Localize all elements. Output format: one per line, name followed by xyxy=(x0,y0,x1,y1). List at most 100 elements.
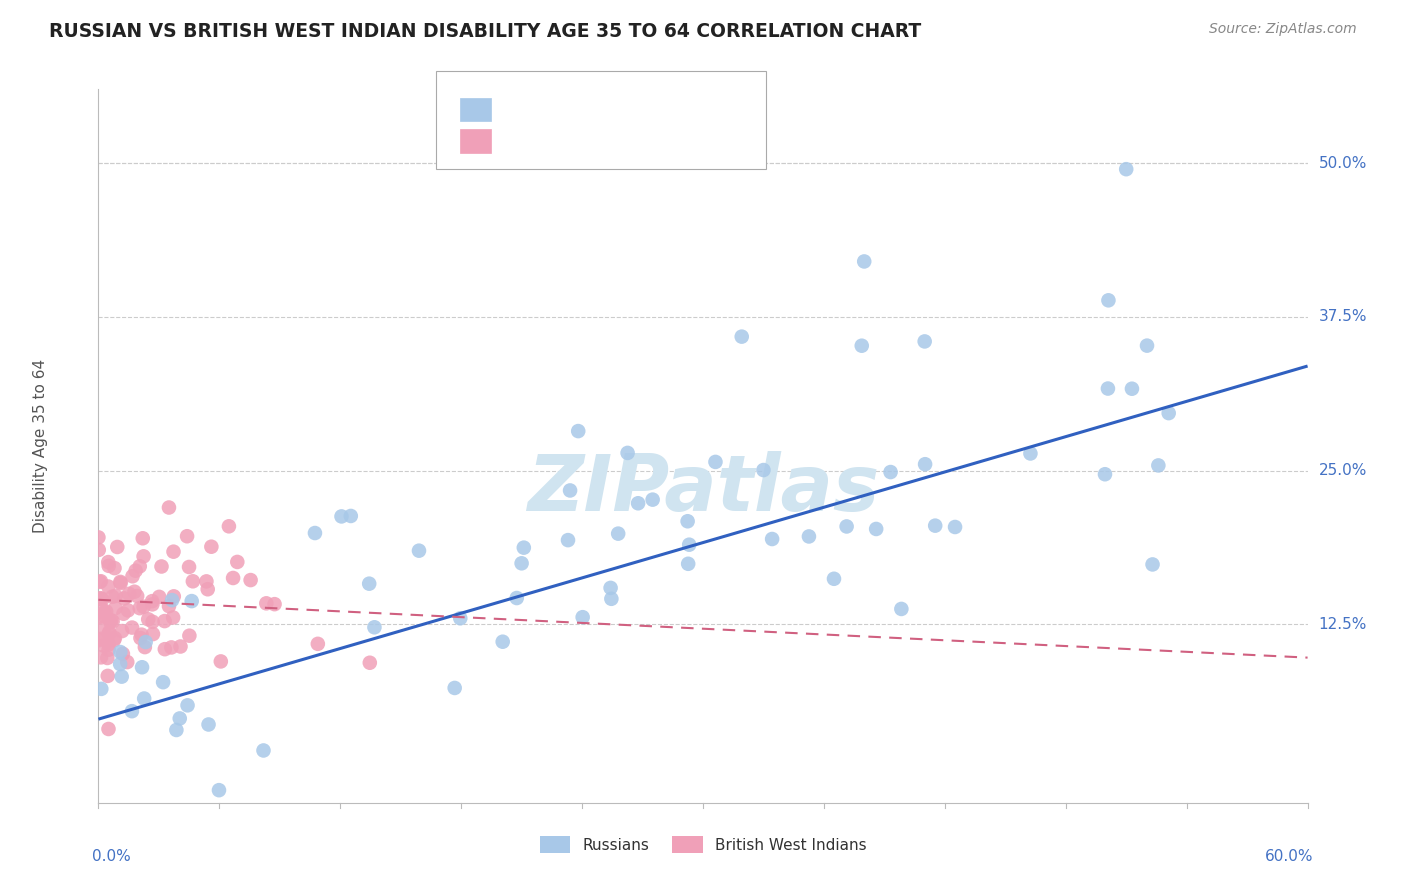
Point xyxy=(97,642,120,657)
Point xyxy=(169,640,191,654)
Point xyxy=(108,657,131,671)
Point xyxy=(339,508,361,523)
Point xyxy=(97,558,120,573)
Text: 25.0%: 25.0% xyxy=(1319,463,1367,478)
Text: Disability Age 35 to 64: Disability Age 35 to 64 xyxy=(32,359,48,533)
Point xyxy=(254,596,277,610)
Point xyxy=(97,669,120,683)
Point xyxy=(1136,338,1159,352)
Text: 0.0%: 0.0% xyxy=(93,849,131,864)
Point xyxy=(176,698,198,713)
Point xyxy=(943,520,966,534)
Point xyxy=(160,640,183,655)
Point xyxy=(98,615,121,629)
Text: Source: ZipAtlas.com: Source: ZipAtlas.com xyxy=(1209,22,1357,37)
Point xyxy=(676,557,699,571)
Point xyxy=(162,610,184,624)
Point xyxy=(93,621,115,635)
Point xyxy=(121,621,143,635)
Point xyxy=(180,594,202,608)
Point xyxy=(197,717,219,731)
Point xyxy=(153,642,176,657)
Point xyxy=(118,587,141,601)
Point xyxy=(571,610,593,624)
Point xyxy=(152,675,174,690)
Point xyxy=(752,463,775,477)
Point xyxy=(87,633,110,648)
Point xyxy=(97,580,120,594)
Point xyxy=(93,609,115,624)
Point xyxy=(111,670,134,684)
Point xyxy=(110,574,132,589)
Point xyxy=(731,329,754,343)
Point xyxy=(513,541,536,555)
Point xyxy=(110,645,132,659)
Point xyxy=(89,610,111,624)
Point xyxy=(239,573,262,587)
Point xyxy=(704,455,727,469)
Text: 60.0%: 60.0% xyxy=(1265,849,1313,864)
Point xyxy=(835,519,858,533)
Point xyxy=(96,651,118,665)
Point xyxy=(136,612,159,626)
Point xyxy=(157,599,180,614)
Point xyxy=(128,601,150,615)
Point xyxy=(94,604,117,618)
Text: N = 91: N = 91 xyxy=(612,132,673,150)
Point xyxy=(797,529,820,543)
Point xyxy=(153,614,176,628)
Point xyxy=(98,625,121,640)
Point xyxy=(914,334,936,349)
Point xyxy=(134,691,156,706)
Text: N = 68: N = 68 xyxy=(612,101,673,119)
Point xyxy=(1019,446,1042,460)
Point xyxy=(195,574,218,589)
Point xyxy=(226,555,249,569)
Point xyxy=(890,602,912,616)
Point xyxy=(181,574,204,589)
Point xyxy=(121,569,143,583)
Point xyxy=(449,611,471,625)
Point xyxy=(1097,293,1119,308)
Point xyxy=(90,681,112,696)
Text: 37.5%: 37.5% xyxy=(1319,310,1367,325)
Point xyxy=(222,571,245,585)
Point xyxy=(104,601,127,615)
Point xyxy=(142,615,165,629)
Point xyxy=(263,597,285,611)
Point xyxy=(141,594,163,608)
Point xyxy=(124,584,146,599)
Point xyxy=(865,522,887,536)
Point xyxy=(131,627,153,641)
Point xyxy=(761,532,783,546)
Point xyxy=(558,483,581,498)
Point xyxy=(91,592,114,607)
Text: R =: R = xyxy=(502,134,537,148)
Point xyxy=(142,627,165,641)
Point xyxy=(408,543,430,558)
Point xyxy=(90,591,112,606)
Point xyxy=(87,530,110,544)
Point xyxy=(150,559,173,574)
Point xyxy=(132,549,155,564)
Point xyxy=(252,743,274,757)
Point xyxy=(103,633,125,648)
Point xyxy=(162,544,184,558)
Point xyxy=(100,613,122,627)
Point xyxy=(89,574,111,589)
Point xyxy=(676,514,699,528)
Point xyxy=(678,538,700,552)
Point xyxy=(128,559,150,574)
Text: 12.5%: 12.5% xyxy=(1319,617,1367,632)
Point xyxy=(163,590,186,604)
Point xyxy=(117,655,139,669)
Point xyxy=(124,564,146,578)
Point xyxy=(1121,382,1143,396)
Point xyxy=(330,509,353,524)
Point xyxy=(134,640,156,654)
Point xyxy=(157,500,180,515)
Point xyxy=(209,655,232,669)
Point xyxy=(129,631,152,645)
Text: -0.029: -0.029 xyxy=(541,132,600,150)
Point xyxy=(111,624,134,638)
